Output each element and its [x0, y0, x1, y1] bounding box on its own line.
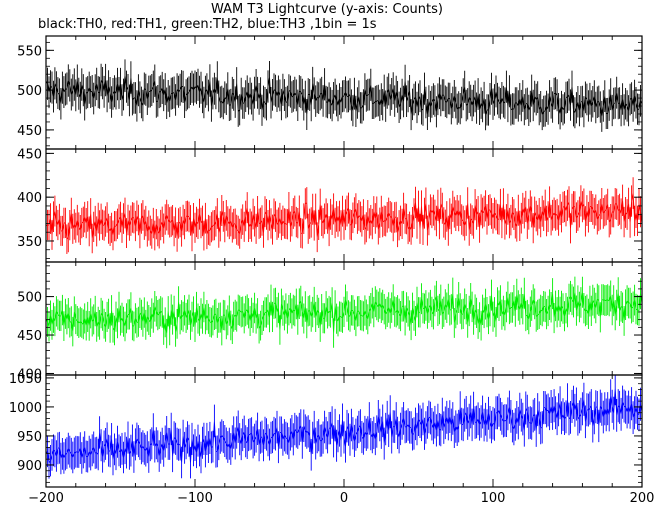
x-tick-label: 200	[630, 491, 654, 505]
y-tick-label: 500	[17, 84, 42, 99]
y-tick-label: 500	[17, 291, 42, 306]
y-tick-label: 450	[17, 147, 42, 162]
y-tick-label: 950	[17, 430, 42, 445]
y-tick-label: 450	[17, 124, 42, 139]
y-tick-label: 400	[17, 367, 42, 382]
chart-subtitle: black:TH0, red:TH1, green:TH2, blue:TH3 …	[38, 17, 377, 32]
y-tick-label: 1050	[9, 372, 42, 387]
x-tick-label: −200	[28, 491, 64, 505]
x-tick-label: −100	[177, 491, 213, 505]
chart-title: WAM T3 Lightcurve (y-axis: Counts)	[211, 2, 443, 17]
y-tick-label: 400	[17, 191, 42, 206]
y-tick-label: 900	[17, 459, 42, 474]
series-th3	[46, 375, 642, 479]
series-th1	[46, 177, 642, 254]
x-tick-label: 0	[340, 491, 348, 505]
y-tick-label: 350	[17, 235, 42, 250]
series-th2	[46, 276, 642, 349]
x-tick-label: 100	[481, 491, 506, 505]
y-tick-label: 450	[17, 329, 42, 344]
y-tick-label: 1000	[9, 401, 42, 416]
y-tick-label: 550	[17, 44, 42, 59]
series-th0	[46, 59, 642, 132]
